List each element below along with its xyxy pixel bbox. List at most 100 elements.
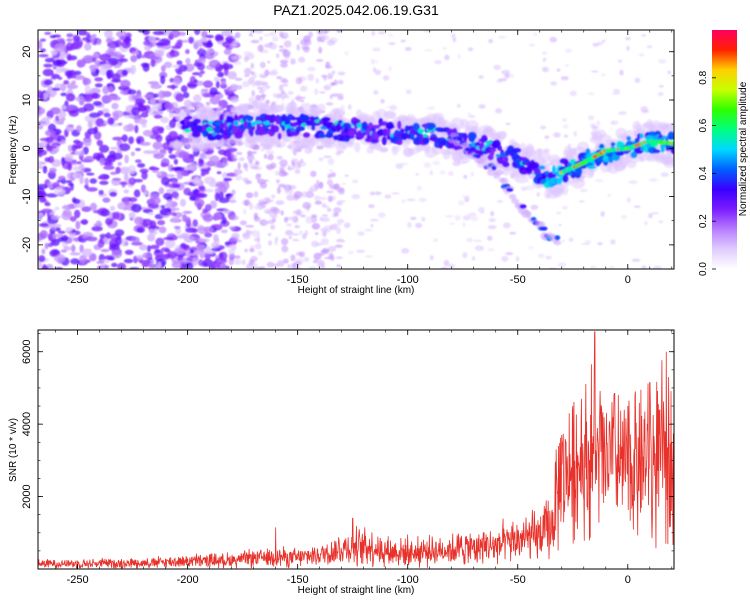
- heatmap-cell: [394, 129, 400, 135]
- heatmap-cell: [193, 118, 202, 124]
- heatmap-cell: [390, 104, 398, 111]
- heatmap-cell: [305, 190, 315, 199]
- heatmap-cell: [299, 96, 306, 100]
- heatmap-cell: [229, 253, 235, 261]
- heatmap-cell: [48, 234, 53, 242]
- heatmap-cell: [44, 31, 52, 35]
- heatmap-cell: [276, 186, 281, 194]
- heatmap-cell: [168, 154, 177, 160]
- heatmap-cell: [38, 147, 44, 154]
- heatmap-cell: [166, 199, 173, 206]
- heatmap-cell: [85, 39, 92, 44]
- heatmap-cell: [52, 182, 60, 188]
- heatmap-cell: [143, 40, 151, 46]
- heatmap-cell: [227, 71, 237, 80]
- heatmap-cell: [103, 112, 111, 118]
- heatmap-cell: [590, 125, 600, 130]
- heatmap-cell: [271, 124, 280, 133]
- heatmap-cell: [94, 68, 100, 75]
- heatmap-cell: [58, 110, 67, 119]
- heatmap-cell: [137, 118, 148, 125]
- heatmap-cell: [134, 124, 139, 134]
- heatmap-cell: [500, 177, 509, 185]
- heatmap-cell: [571, 173, 576, 179]
- heatmap-cell: [123, 258, 134, 264]
- heatmap-cell: [131, 236, 140, 244]
- heatmap-cell: [135, 147, 141, 152]
- heatmap-cell: [671, 156, 674, 168]
- heatmap-cell: [158, 226, 167, 234]
- heatmap-cell: [204, 204, 212, 212]
- heatmap-cell: [278, 48, 288, 53]
- heatmap-cell: [462, 222, 466, 228]
- heatmap-cell: [239, 220, 247, 226]
- heatmap-cell: [475, 154, 481, 159]
- heatmap-cell: [66, 33, 74, 38]
- heatmap-cell: [443, 260, 450, 266]
- heatmap-cell: [613, 88, 621, 94]
- heatmap-cell: [327, 75, 333, 80]
- heatmap-cell: [230, 86, 239, 90]
- heatmap-cell: [118, 58, 128, 63]
- heatmap-cell: [38, 223, 49, 227]
- heatmap-cell: [300, 158, 304, 163]
- heatmap-cell: [543, 164, 552, 173]
- figure-title: PAZ1.2025.042.06.19.G31: [273, 2, 439, 18]
- heatmap-cell: [242, 177, 249, 182]
- heatmap-cell: [111, 152, 123, 160]
- heatmap-cell: [267, 60, 271, 64]
- heatmap-cell: [243, 208, 247, 215]
- heatmap-cell: [172, 179, 178, 185]
- heatmap-cell: [280, 210, 284, 216]
- heatmap-cell: [218, 149, 227, 156]
- heatmap-cell: [595, 120, 601, 126]
- heatmap-cell: [115, 236, 122, 246]
- heatmap-cell: [123, 124, 133, 132]
- heatmap-cell: [267, 240, 273, 246]
- heatmap-cell: [502, 161, 510, 168]
- heatmap-cell: [611, 120, 619, 125]
- heatmap-cell: [335, 227, 341, 234]
- heatmap-cell: [658, 59, 667, 64]
- heatmap-cell: [318, 46, 323, 54]
- heatmap-cell: [265, 210, 272, 214]
- heatmap-cell: [172, 207, 180, 211]
- heatmap-cell: [292, 266, 302, 269]
- heatmap-cell: [295, 125, 306, 132]
- heatmap-cell: [127, 165, 136, 174]
- heatmap-cell: [99, 63, 111, 70]
- heatmap-cell: [494, 169, 505, 176]
- heatmap-cell: [462, 195, 471, 199]
- heatmap-cell: [161, 65, 166, 72]
- heatmap-cell: [38, 183, 48, 190]
- heatmap-cell: [50, 238, 60, 246]
- heatmap-cell: [182, 92, 190, 99]
- heatmap-cell: [338, 93, 344, 100]
- heatmap-cell: [89, 178, 98, 184]
- heatmap-cell: [72, 165, 81, 172]
- heatmap-cell: [123, 199, 130, 206]
- heatmap-cell: [325, 121, 334, 128]
- heatmap-cell: [652, 149, 661, 154]
- heatmap-cell: [556, 68, 561, 72]
- heatmap-cell: [60, 104, 67, 110]
- heatmap-cell: [250, 245, 255, 249]
- y-tick-label: 10: [21, 94, 33, 106]
- heatmap-cell: [220, 262, 227, 269]
- heatmap-cell: [161, 256, 170, 260]
- heatmap-cell: [454, 215, 461, 221]
- heatmap-cell: [401, 199, 406, 204]
- heatmap-cell: [429, 170, 433, 176]
- heatmap-cell: [50, 49, 58, 56]
- heatmap-cell: [168, 130, 179, 140]
- heatmap-cell: [233, 120, 240, 126]
- heatmap-cell: [103, 162, 114, 167]
- heatmap-cell: [127, 197, 138, 203]
- heatmap-cell: [205, 246, 212, 254]
- heatmap-cell: [156, 171, 162, 176]
- heatmap-cell: [442, 46, 447, 51]
- heatmap-cell: [206, 126, 213, 133]
- heatmap-cell: [233, 60, 242, 65]
- heatmap-cell: [223, 209, 231, 214]
- heatmap-cell: [107, 117, 115, 125]
